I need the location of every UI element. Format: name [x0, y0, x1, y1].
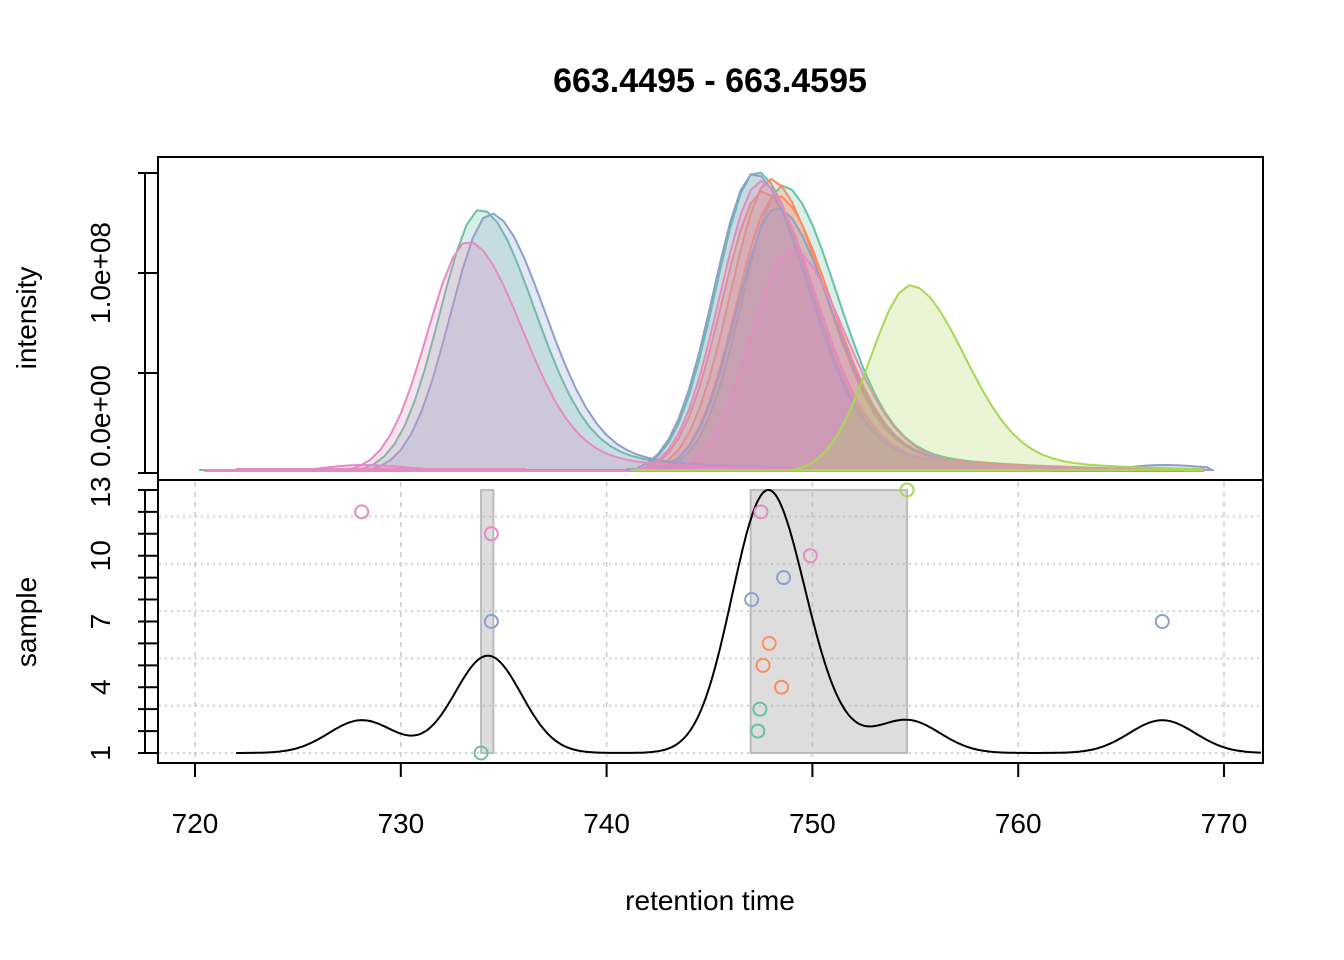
sample-peak-point	[753, 504, 769, 520]
sample-peak-point	[802, 548, 818, 564]
lower-y-tick-label: 4	[85, 679, 116, 695]
lower-y-axis-label: sample	[11, 577, 42, 667]
density-curve	[236, 489, 1261, 754]
upper-panel-chromatograms	[199, 171, 1216, 472]
x-tick-label: 750	[789, 808, 836, 839]
upper-y-tick-label: 1.0e+08	[85, 222, 116, 324]
sample-peak-point	[750, 723, 766, 739]
y-axes: 0.0e+00 1.0e+08 1 4 7 10 13	[85, 172, 158, 761]
lower-y-tick-label: 10	[85, 540, 116, 571]
sample-peak-point	[473, 745, 489, 761]
x-tick-label: 720	[172, 808, 219, 839]
sample-peak-point	[1154, 613, 1170, 629]
feature-range-rect	[749, 488, 909, 754]
lower-y-tick-label: 13	[85, 476, 116, 507]
x-tick-label: 770	[1201, 808, 1248, 839]
sample-peak-point	[755, 657, 771, 673]
lower-panel-frame	[157, 479, 1264, 764]
sample-peak-point	[776, 570, 792, 586]
lower-panel-samples	[159, 482, 1262, 762]
chromatogram-peak-sample-13	[631, 284, 1204, 471]
lower-y-tick-label: 7	[85, 614, 116, 630]
sample-peak-point	[899, 482, 915, 498]
chromatogram-peak-sample-12	[235, 463, 526, 471]
sample-peak-point	[483, 613, 499, 629]
upper-y-axis-label: intensity	[11, 267, 42, 370]
x-tick-label: 730	[377, 808, 424, 839]
sample-peak-point	[744, 592, 760, 608]
sample-peak-point	[752, 701, 768, 717]
x-axis-label: retention time	[625, 885, 795, 916]
sample-peak-point	[354, 504, 370, 520]
sample-peak-point	[774, 679, 790, 695]
sample-peak-point	[483, 526, 499, 542]
chart-title: 663.4495 - 663.4595	[553, 62, 867, 100]
x-axis: 720 730 740 750 760 770	[172, 762, 1248, 839]
x-tick-label: 760	[995, 808, 1042, 839]
upper-y-tick-label: 0.0e+00	[85, 365, 116, 467]
lower-y-tick-label: 1	[85, 745, 116, 761]
sample-peak-point	[761, 635, 777, 651]
x-tick-label: 740	[583, 808, 630, 839]
